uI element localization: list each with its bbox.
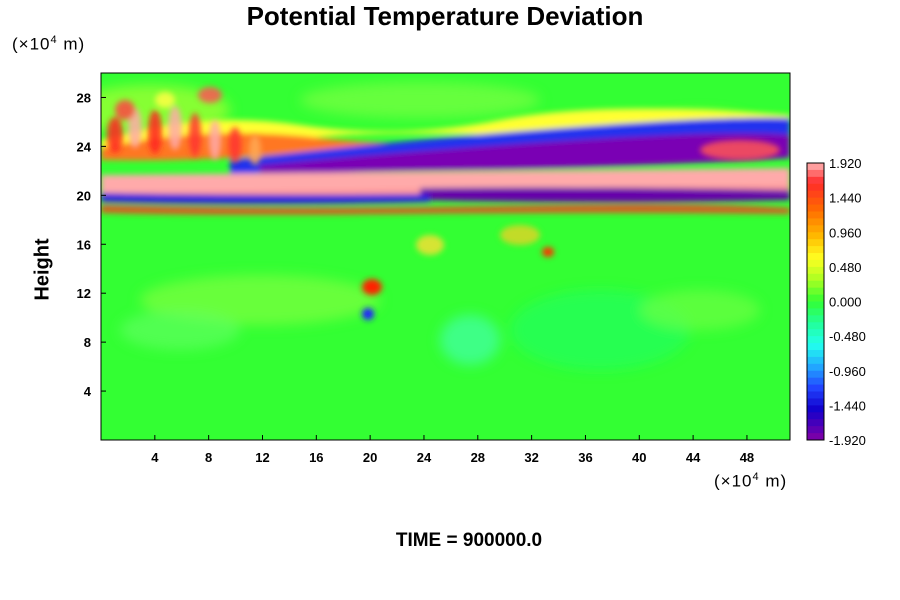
- colorbar-swatch: [807, 363, 824, 372]
- y-tick-label: 28: [77, 90, 91, 105]
- y-tick-label: 4: [84, 384, 92, 399]
- colorbar-swatch: [807, 239, 824, 247]
- colorbar-swatch: [807, 322, 824, 330]
- colorbar-swatch: [807, 343, 824, 351]
- colorbar-swatch: [807, 356, 824, 365]
- colorbar-swatch: [807, 349, 824, 358]
- colorbar-swatch: [807, 426, 824, 434]
- colorbar-swatch: [807, 308, 824, 316]
- x-axis-unit: (×104 m): [714, 471, 788, 491]
- colorbar-swatch: [807, 329, 824, 337]
- colorbar-tick-label: -1.920: [829, 433, 866, 448]
- colorbar-frame: [806, 162, 825, 441]
- y-tick-label: 16: [77, 237, 91, 252]
- colorbar-tick-label: 0.960: [829, 225, 862, 240]
- x-tick-label: 20: [363, 450, 377, 465]
- x-tick-label: 16: [309, 450, 323, 465]
- colorbar-swatch: [807, 336, 824, 344]
- colorbar-tick-label: 0.000: [829, 295, 862, 310]
- colorbar-swatch: [807, 273, 824, 282]
- colorbar-swatch: [807, 266, 824, 275]
- colorbar-swatch: [807, 176, 824, 185]
- colorbar-swatch: [807, 190, 824, 199]
- x-tick-label: 12: [255, 450, 269, 465]
- colorbar-tick-label: -1.440: [829, 398, 866, 413]
- colorbar-swatch: [807, 377, 824, 386]
- x-tick-label: 8: [205, 450, 212, 465]
- y-tick-label: 8: [84, 335, 91, 350]
- colorbar-swatch: [807, 287, 824, 296]
- chart-title: Potential Temperature Deviation: [246, 1, 644, 31]
- x-tick-label: 40: [632, 450, 646, 465]
- colorbar-swatch: [807, 384, 824, 393]
- colorbar-swatch: [807, 183, 824, 192]
- colorbar-swatch: [807, 405, 824, 413]
- colorbar-swatch: [807, 232, 824, 240]
- colorbar-swatch: [807, 204, 824, 212]
- colorbar-swatch: [807, 370, 824, 379]
- x-tick-label: 36: [578, 450, 592, 465]
- colorbar-swatch: [807, 398, 824, 406]
- x-tick-label: 48: [740, 450, 754, 465]
- colorbar-swatch: [807, 294, 824, 302]
- heatmap-field: [101, 73, 790, 440]
- colorbar-swatch: [807, 412, 824, 420]
- x-tick-label: 28: [471, 450, 485, 465]
- y-tick-label: 20: [77, 188, 91, 203]
- colorbar-swatch: [807, 315, 824, 323]
- colorbar-swatch: [807, 218, 824, 226]
- x-tick-label: 24: [417, 450, 432, 465]
- x-tick-label: 32: [524, 450, 538, 465]
- colorbar-swatch: [807, 169, 824, 178]
- y-axis-unit: (×104 m): [12, 34, 86, 54]
- colorbar-swatch: [807, 391, 824, 399]
- plot-frame: [100, 72, 791, 441]
- y-tick-label: 12: [77, 286, 91, 301]
- colorbar-swatch: [807, 253, 824, 261]
- colorbar-swatch: [807, 433, 824, 441]
- colorbar-tick-label: 1.440: [829, 191, 862, 206]
- y-tick-label: 24: [77, 139, 92, 154]
- colorbar-tick-label: 0.480: [829, 260, 862, 275]
- y-axis-ticks: 4 8 12 16 20 24 28: [77, 90, 106, 399]
- colorbar-tick-label: -0.960: [829, 364, 866, 379]
- colorbar: 1.920 1.440 0.960 0.480 0.000 -0.480 -0.960 -1.…: [806, 156, 866, 448]
- colorbar-swatch: [807, 225, 824, 233]
- colorbar-swatch: [807, 246, 824, 254]
- colorbar-tick-label: 1.920: [829, 156, 862, 171]
- colorbar-swatch: [807, 197, 824, 206]
- colorbar-swatch: [807, 259, 824, 268]
- colorbar-swatch: [807, 163, 824, 171]
- colorbar-swatch: [807, 419, 824, 427]
- colorbar-swatch: [807, 280, 824, 289]
- x-axis-ticks: 4 8 12 16 20 24 28 32 36 40 44 48: [151, 435, 754, 465]
- x-tick-label: 44: [686, 450, 701, 465]
- colorbar-swatch: [807, 301, 824, 309]
- x-tick-label: 4: [151, 450, 159, 465]
- colorbar-tick-label: -0.480: [829, 329, 866, 344]
- time-label: TIME = 900000.0: [395, 530, 543, 551]
- colorbar-swatch: [807, 211, 824, 219]
